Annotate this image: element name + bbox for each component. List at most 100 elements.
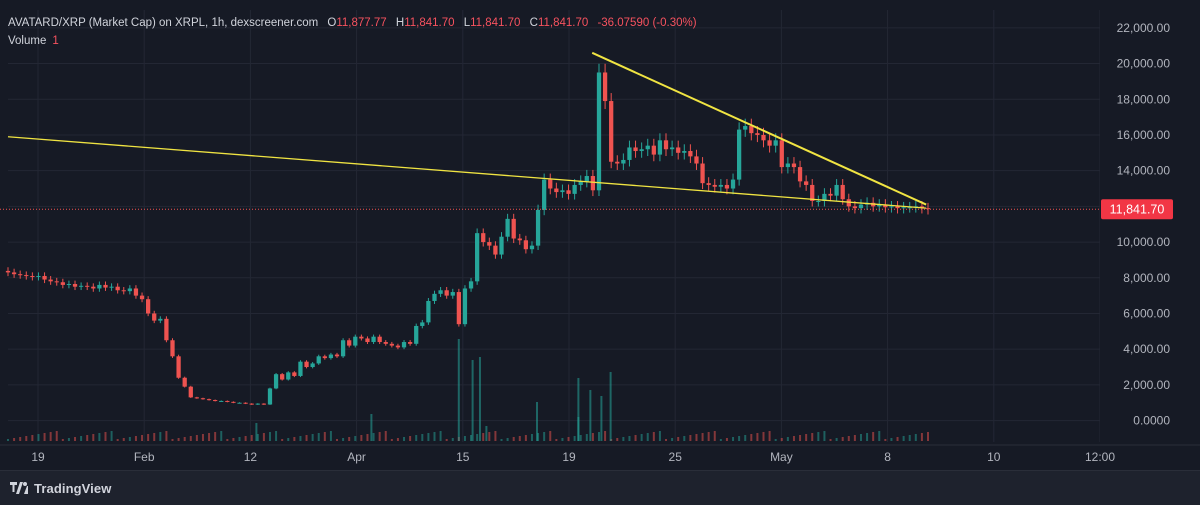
last-price-tag-label: 11,841.70 (1110, 203, 1165, 217)
volume-bar (378, 432, 381, 441)
candle-body (743, 126, 748, 130)
volume-bar (55, 431, 58, 441)
candle-body (676, 147, 681, 153)
candle-body (121, 290, 126, 292)
legend-volume-value: 1 (52, 35, 59, 47)
volume-bar (134, 436, 137, 441)
candle-body (407, 342, 413, 344)
volume-bar (744, 435, 747, 441)
candle-body (895, 206, 900, 209)
candle-body (206, 399, 212, 401)
volume-bar (74, 437, 77, 441)
tradingview-link[interactable]: TradingView (10, 481, 111, 496)
legend-ohlc-row: AVATARD/XRP (Market Cap) on XRPL, 1h, de… (8, 14, 697, 32)
volume-spike (577, 378, 580, 441)
volume-bar (104, 432, 107, 441)
volume-bar (244, 436, 247, 441)
candle-body (517, 238, 522, 241)
volume-bar (421, 434, 424, 441)
volume-bar (171, 439, 174, 441)
candle-body (834, 184, 839, 196)
candle-body (669, 147, 675, 150)
candle-body (304, 361, 309, 368)
volume-bar (829, 439, 832, 441)
x-tick-label: 8 (884, 450, 891, 464)
volume-bar (732, 437, 735, 441)
volume-bar (524, 435, 527, 441)
volume-bar (683, 436, 686, 441)
volume-bar (177, 438, 180, 441)
volume-bar (183, 437, 186, 441)
volume-bar (859, 434, 862, 441)
candle-body (395, 345, 401, 348)
volume-bar (884, 439, 887, 441)
candle-body (194, 397, 200, 399)
candle-body (462, 288, 468, 325)
volume-bar (768, 431, 771, 441)
volume-bar (49, 432, 52, 441)
volume-bar (19, 437, 22, 441)
candle-body (706, 183, 711, 185)
volume-spike (478, 357, 481, 441)
chart-legend: AVATARD/XRP (Market Cap) on XRPL, 1h, de… (8, 14, 697, 50)
candle-body (450, 292, 455, 296)
volume-bar (25, 436, 28, 441)
candle-body (487, 242, 492, 246)
candle-body (298, 361, 303, 376)
candle-body (188, 386, 193, 398)
volume-bar (147, 434, 150, 441)
volume-bar (80, 436, 83, 441)
candle-body (310, 363, 315, 368)
candle-body (261, 403, 267, 405)
tradingview-brand: TradingView (34, 480, 112, 496)
x-axis[interactable]: 19 Feb 12 Apr 15 19 25 May 8 10 12:00 (0, 444, 1200, 470)
trendlines[interactable] (7, 51, 927, 209)
volume-bar (920, 433, 923, 441)
lower-trendline[interactable] (7, 136, 927, 209)
x-axis-background (0, 445, 1100, 470)
price-chart[interactable]: 0.0000 2,000.00 4,000.00 6,000.00 8,000.00 10… (0, 0, 1200, 470)
volume-bar (396, 438, 399, 441)
candle-body (523, 240, 529, 250)
candle-body (542, 179, 547, 210)
y-tick-label: 6,000.00 (1123, 306, 1170, 320)
volume-bar (305, 435, 308, 441)
volume-bar (43, 433, 46, 441)
y-tick-label: 2,000.00 (1123, 378, 1170, 392)
candle-body (200, 398, 206, 400)
volume-bar (189, 436, 192, 441)
volume-bar (628, 436, 631, 441)
volume-bar (725, 438, 728, 441)
volume-bar (208, 433, 211, 441)
candle-body (529, 245, 535, 250)
volume-bar (530, 434, 533, 441)
volume-bar (774, 439, 777, 441)
y-axis[interactable]: 0.0000 2,000.00 4,000.00 6,000.00 8,000.00 10… (1100, 0, 1200, 470)
volume-bar (317, 433, 320, 441)
candle-body (505, 218, 510, 237)
candle-body (432, 293, 437, 301)
volume-bar (281, 439, 284, 441)
candle-body (347, 340, 352, 346)
x-tick-label: Feb (134, 450, 155, 464)
candle-body (146, 299, 151, 314)
x-tick-label: Apr (347, 450, 366, 464)
volume-bar (762, 432, 765, 441)
candle-body (139, 295, 145, 300)
volume-bar (445, 439, 448, 441)
volume-bar (823, 431, 826, 441)
candle-body (663, 140, 669, 150)
volume-bar (61, 439, 64, 441)
volume-bar (866, 433, 869, 441)
volume-bar (323, 432, 326, 441)
upper-descending-trendline[interactable] (591, 51, 927, 206)
candle-body (475, 233, 480, 282)
volume-bar (238, 437, 241, 441)
candle-body (511, 218, 516, 239)
candle-body (560, 190, 565, 193)
candle-body (694, 156, 699, 164)
volume-spike (457, 339, 460, 441)
y-tick-label: 0.0000 (1133, 414, 1170, 428)
candle-body (688, 151, 693, 157)
candle-body (925, 208, 931, 210)
